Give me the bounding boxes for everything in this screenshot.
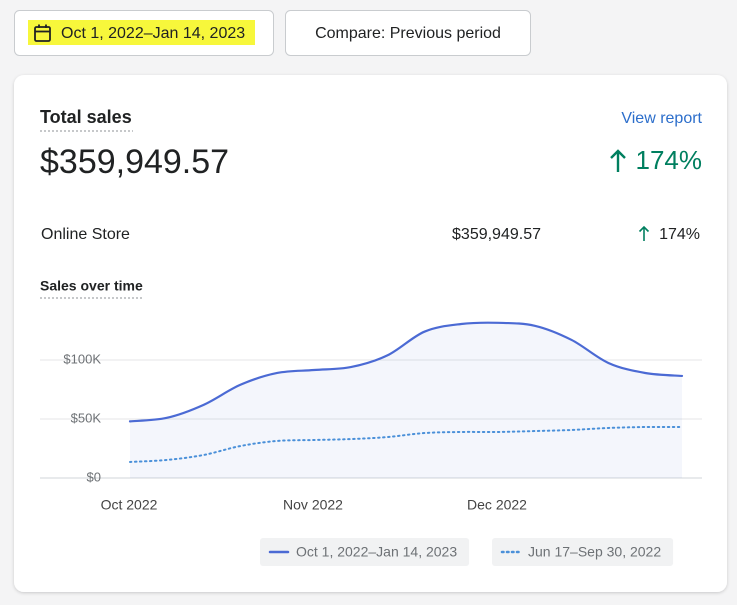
legend-item[interactable]: Jun 17–Sep 30, 2022: [492, 538, 674, 566]
date-range: Oct 1, 2022–Jan 14, 2023: [61, 25, 245, 42]
chart-title[interactable]: Sales over time: [40, 278, 143, 294]
total-change: 174%: [636, 145, 703, 175]
legend-item[interactable]: Oct 1, 2022–Jan 14, 2023: [260, 538, 470, 566]
up-arrow: [638, 225, 650, 241]
up-arrow: [610, 149, 626, 172]
row-value: $359,949.57: [452, 226, 541, 243]
compare-button[interactable]: Compare: Previous period: [285, 10, 531, 56]
compare-label: Compare: Previous period: [315, 25, 501, 42]
series-line: [128, 321, 684, 423]
row-label: Online Store: [41, 226, 130, 243]
row-change: 174%: [659, 226, 700, 243]
legend-label: Jun 17–Sep 30, 2022: [528, 544, 661, 560]
y-tick-label: $100K: [63, 351, 101, 366]
y-tick-label: $50K: [71, 410, 102, 425]
x-tick-label: Dec 2022: [467, 497, 527, 513]
chart: $0 $50K $100K Oct 2022 Nov 2022 Dec 2022 Oct 1…: [40, 321, 702, 566]
legend-box: [492, 538, 674, 566]
view-report-link[interactable]: View report: [621, 110, 702, 127]
y-tick-label: $0: [87, 469, 101, 484]
legend-box: [260, 538, 470, 566]
legend-label: Oct 1, 2022–Jan 14, 2023: [296, 544, 457, 560]
series-line: [129, 425, 683, 463]
area: [130, 322, 682, 478]
card: [14, 75, 727, 592]
date-button[interactable]: Oct 1, 2022–Jan 14, 2023: [14, 10, 274, 56]
x-tick-label: Nov 2022: [283, 497, 343, 513]
x-tick-label: Oct 2022: [101, 497, 158, 513]
card-title[interactable]: Total sales: [40, 107, 132, 127]
total-value: $359,949.57: [40, 143, 229, 181]
